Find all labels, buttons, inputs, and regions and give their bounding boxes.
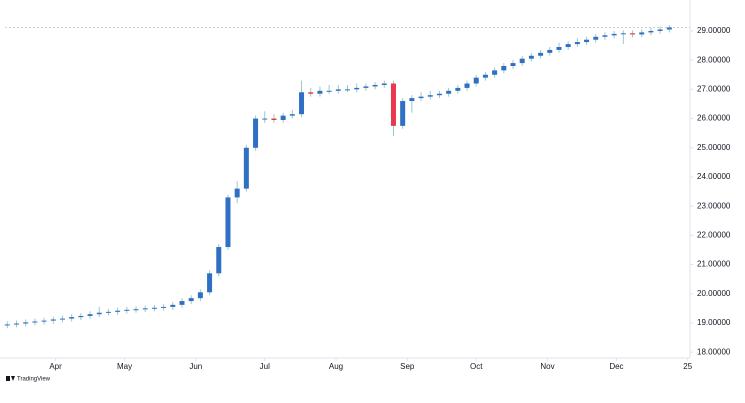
candle-body	[565, 44, 571, 48]
y-tick-label: 28.00000	[697, 55, 731, 64]
candle-body	[455, 87, 461, 91]
x-tick-label: 25	[683, 362, 692, 371]
candle-body	[547, 49, 553, 53]
x-tick-label: Nov	[540, 362, 554, 371]
candle-body	[326, 90, 332, 92]
candle-body	[528, 55, 534, 59]
x-tick-label: Apr	[49, 362, 62, 371]
candle-body	[23, 322, 29, 324]
x-tick-label: May	[117, 362, 132, 371]
candle-body	[593, 36, 599, 40]
x-tick-label: Sep	[400, 362, 415, 371]
candle-body	[427, 95, 433, 97]
candle-body	[161, 306, 167, 308]
candle-body	[538, 52, 544, 56]
candle-body	[59, 318, 65, 320]
y-tick-label: 29.00000	[697, 26, 731, 35]
candle-body	[188, 298, 194, 302]
candle-body	[115, 310, 121, 312]
y-tick-label: 20.00000	[697, 289, 731, 298]
candle-body	[243, 147, 249, 189]
candle-body	[510, 63, 516, 66]
candle-body	[335, 89, 341, 91]
x-tick-label: Jun	[189, 362, 202, 371]
candle-body	[4, 324, 10, 326]
candle-body	[13, 323, 19, 325]
candle-body	[317, 90, 323, 94]
candle-body	[666, 27, 672, 30]
x-tick-label: Aug	[329, 362, 343, 371]
candle-body	[390, 83, 396, 126]
x-tick-label: Dec	[609, 362, 623, 371]
candle-body	[501, 65, 507, 71]
candle-body	[584, 39, 590, 43]
candle-body	[574, 42, 580, 45]
candle-body	[639, 32, 645, 35]
candle-body	[464, 83, 470, 88]
candle-body	[345, 89, 350, 91]
candle-body	[151, 307, 157, 309]
candle-body	[299, 92, 305, 115]
candle-body	[41, 320, 47, 322]
candle-body	[630, 33, 636, 35]
candle-body	[197, 292, 203, 299]
candle-body	[207, 273, 213, 293]
y-tick-label: 23.00000	[697, 201, 731, 210]
candle-body	[170, 304, 176, 307]
candle-body	[473, 77, 479, 84]
candle-body	[262, 118, 268, 120]
y-tick-label: 24.00000	[697, 172, 731, 181]
candle-body	[354, 87, 360, 90]
y-tick-label: 21.00000	[697, 260, 731, 269]
x-tick-label: Oct	[470, 362, 483, 371]
candle-body	[142, 308, 148, 310]
candle-body	[234, 188, 240, 198]
y-tick-label: 19.00000	[697, 318, 731, 327]
candle-body	[96, 312, 102, 315]
candle-body	[418, 96, 424, 99]
candle-body	[657, 29, 663, 31]
candle-body	[436, 93, 442, 96]
footer: TradingView	[17, 377, 51, 383]
candle-body	[363, 86, 369, 88]
candle-body	[253, 118, 259, 148]
candle-body	[409, 98, 415, 102]
y-tick-label: 27.00000	[697, 84, 731, 93]
candle-body	[69, 317, 75, 319]
candle-body	[105, 311, 111, 313]
logo	[6, 376, 15, 381]
candle-body	[400, 101, 406, 126]
candle-body	[620, 33, 626, 35]
candle-body	[87, 314, 93, 316]
y-tick-label: 18.00000	[697, 347, 731, 356]
candle-body	[78, 315, 84, 318]
candle-body	[280, 115, 286, 121]
candle-body	[482, 74, 488, 78]
candle-body	[648, 30, 654, 33]
candle-body	[289, 114, 295, 116]
candle-body	[50, 319, 56, 321]
candle-body	[492, 70, 498, 75]
candle-body	[602, 35, 608, 37]
y-tick-label: 26.00000	[697, 114, 731, 123]
candle-body	[446, 90, 452, 94]
y-tick-label: 25.00000	[697, 143, 731, 152]
candle-body	[124, 309, 130, 311]
candle-body	[381, 83, 387, 85]
candle-body	[271, 118, 277, 121]
candle-body	[611, 33, 617, 36]
candle-body	[179, 301, 185, 305]
candle-body	[372, 84, 378, 87]
candle-body	[556, 47, 562, 50]
candle-body	[133, 309, 139, 311]
candle-body	[216, 247, 222, 274]
candle-body	[225, 197, 231, 248]
y-tick-label: 22.00000	[697, 230, 731, 239]
candle-body	[308, 92, 314, 94]
candle-body	[519, 58, 525, 64]
candle-body	[32, 321, 38, 323]
x-tick-label: Jul	[260, 362, 270, 371]
